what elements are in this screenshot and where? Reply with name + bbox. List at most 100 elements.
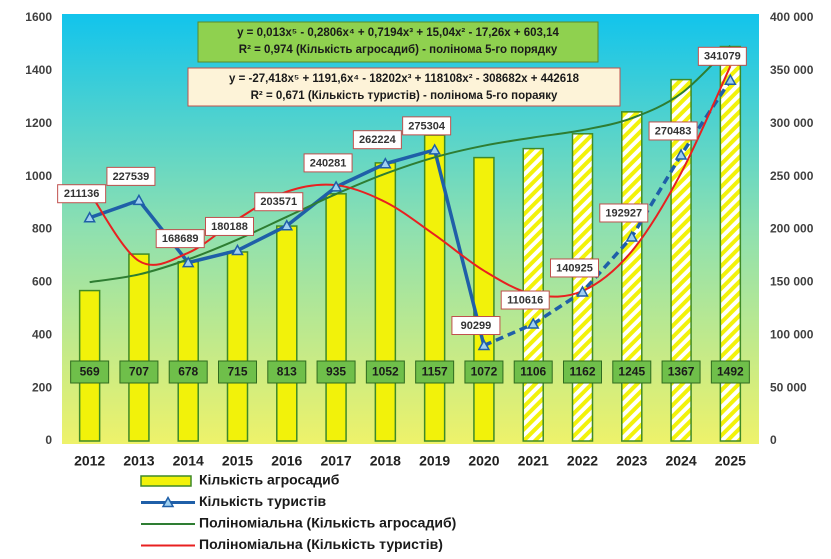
- bar: [276, 225, 298, 442]
- bar-label-box: [316, 360, 356, 384]
- line-label-box: [402, 116, 452, 136]
- y2-tick-label: 150 000: [770, 275, 814, 289]
- marker: [526, 317, 540, 329]
- bar-label-box: [218, 360, 257, 384]
- x-tick-label: 2015: [222, 453, 253, 469]
- annotation: R² = 0,974 (Кількість агросадиб) - полін…: [239, 44, 558, 56]
- line-label: 168689: [162, 233, 199, 245]
- y2-tick-label: 100 000: [770, 327, 814, 341]
- x-tick-label: 2014: [173, 453, 204, 469]
- marker: [724, 73, 737, 86]
- y2-tick-label: 50 000: [770, 380, 807, 394]
- line-label-box: [500, 290, 550, 310]
- bar: [325, 193, 347, 442]
- legend-label: Поліноміальна (Кількість туристів): [199, 536, 443, 552]
- y-tick-label: 0: [45, 433, 52, 447]
- legend-label: Кількість агросадиб: [199, 472, 340, 488]
- bar-label: 715: [227, 365, 247, 379]
- line-label: 227539: [113, 171, 150, 183]
- x-tick-label: 2016: [271, 453, 302, 469]
- line-label-box: [205, 216, 254, 236]
- bar: [128, 253, 150, 442]
- marker: [625, 230, 639, 242]
- x-tick-label: 2018: [370, 453, 401, 469]
- x-tick-label: 2013: [123, 453, 154, 469]
- marker: [379, 157, 392, 169]
- marker: [428, 143, 441, 155]
- line-label-box: [155, 229, 205, 249]
- line-label: 90299: [461, 320, 492, 332]
- bar-label: 1106: [520, 365, 546, 379]
- bar-label-box: [168, 360, 208, 384]
- line-label: 211136: [64, 188, 100, 200]
- y-tick-label: 1600: [25, 10, 52, 24]
- line-label-box: [254, 192, 304, 212]
- bar-label-box: [513, 360, 553, 384]
- bar-label-box: [710, 360, 750, 384]
- y-tick-label: 200: [32, 380, 52, 394]
- y-tick-label: 1000: [25, 169, 52, 183]
- annotation: y = -27,418x⁵ + 1191,6x⁴ - 18202x³ + 118…: [229, 73, 580, 85]
- trend-line: [88, 65, 732, 298]
- bar-label: 569: [80, 365, 100, 379]
- annotation: y = 0,013x⁵ - 0,2806x⁴ + 0,7194x³ + 15,0…: [237, 27, 559, 39]
- bar-label-box: [661, 360, 701, 384]
- bar-label: 1367: [668, 365, 695, 379]
- bar-label: 707: [129, 365, 149, 379]
- line-label-box: [550, 258, 599, 278]
- bar-label: 813: [277, 365, 297, 379]
- bar-label-box: [267, 360, 307, 384]
- line-label: 110616: [507, 294, 543, 306]
- x-tick-label: 2021: [518, 453, 549, 469]
- line-label-box: [451, 316, 501, 336]
- bar-label: 678: [178, 365, 198, 379]
- annotation: R² = 0,671 (Кількість туристів) - поліно…: [251, 90, 558, 102]
- bar-label-box: [464, 360, 504, 384]
- line-label: 140925: [556, 262, 593, 274]
- line-label-box: [57, 184, 107, 204]
- x-tick-label: 2023: [616, 453, 647, 469]
- bar-label-box: [70, 360, 110, 384]
- line-label: 240281: [310, 157, 347, 169]
- x-tick-label: 2020: [468, 453, 499, 469]
- legend-label: Кількість туристів: [199, 493, 326, 509]
- bar: [670, 78, 692, 442]
- line-label: 341079: [704, 51, 741, 63]
- marker: [576, 285, 589, 297]
- line-label-box: [106, 166, 156, 186]
- bar-label: 1157: [422, 365, 448, 379]
- y2-tick-label: 300 000: [770, 116, 814, 130]
- y2-tick-label: 250 000: [770, 169, 814, 183]
- bar-label-box: [612, 360, 652, 384]
- y2-tick-label: 200 000: [770, 222, 814, 236]
- line-label: 192927: [605, 207, 642, 219]
- marker: [83, 211, 96, 223]
- marker: [181, 256, 195, 268]
- y2-tick-label: 400 000: [770, 10, 814, 24]
- bar-label-box: [119, 360, 159, 384]
- annotation-box: [187, 67, 621, 107]
- trend-line: [89, 45, 732, 284]
- annotation-box: [197, 21, 599, 63]
- x-tick-label: 2022: [567, 453, 598, 469]
- legend-label: Поліноміальна (Кількість агросадиб): [199, 515, 456, 531]
- marker: [280, 219, 294, 231]
- bar-label: 935: [326, 365, 346, 379]
- line-label-box: [697, 46, 747, 66]
- line-label: 270483: [655, 125, 692, 137]
- y2-tick-label: 0: [770, 433, 777, 447]
- line-label-box: [599, 203, 649, 223]
- marker: [231, 243, 244, 256]
- bar-label-box: [415, 360, 455, 384]
- x-tick-label: 2024: [665, 453, 696, 469]
- line-connector: [483, 322, 534, 348]
- line-label: 180188: [211, 221, 248, 233]
- x-tick-label: 2012: [74, 453, 105, 469]
- x-tick-label: 2019: [419, 453, 450, 469]
- bar-label-box: [563, 360, 602, 384]
- bar-label: 1052: [372, 365, 399, 379]
- y-tick-label: 400: [32, 327, 52, 341]
- bar-label: 1162: [569, 365, 595, 379]
- y-tick-label: 1400: [25, 63, 52, 77]
- line-label-box: [303, 153, 353, 173]
